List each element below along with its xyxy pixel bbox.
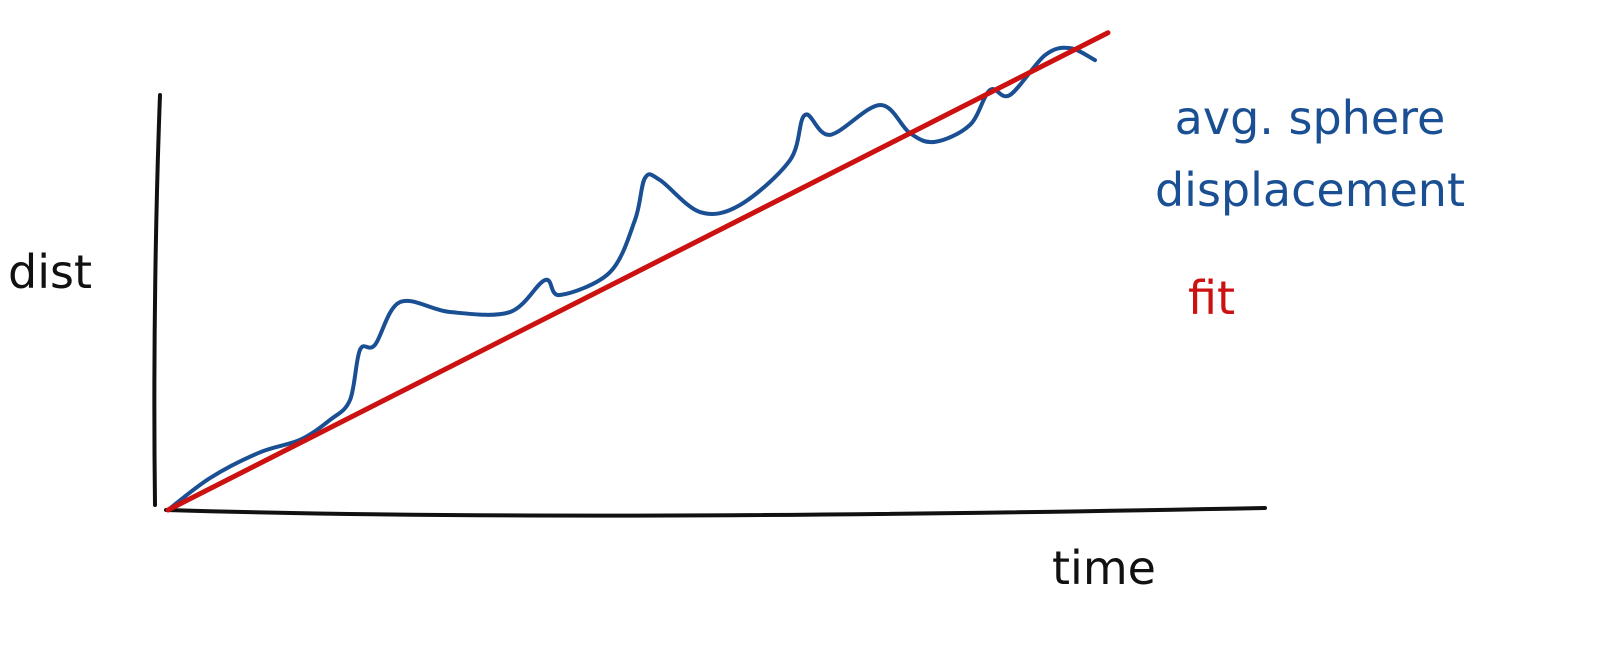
legend-entry: fit — [1188, 271, 1236, 325]
data-line — [166, 45, 1097, 512]
y-axis-label: dist — [8, 245, 92, 299]
x-axis — [164, 506, 1267, 518]
x-axis-label: time — [1052, 541, 1156, 595]
data-line — [165, 30, 1111, 513]
legend-entry: avg. sphere displacement — [1154, 91, 1465, 217]
y-axis — [152, 93, 162, 507]
